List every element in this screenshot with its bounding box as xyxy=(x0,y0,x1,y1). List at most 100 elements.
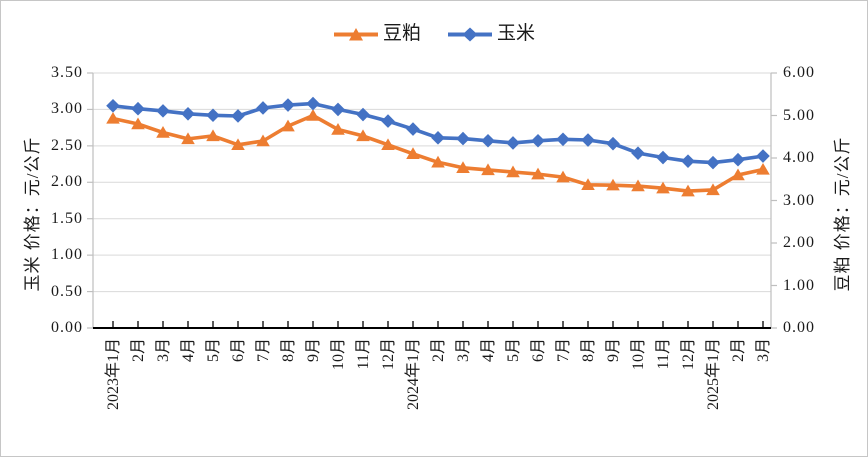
x-axis-label: 6月 xyxy=(529,338,547,363)
data-point-marker[interactable] xyxy=(656,181,670,194)
x-axis-label: 5月 xyxy=(204,338,222,363)
legend-label-soybean-meal: 豆粕 xyxy=(382,23,421,44)
data-point-marker[interactable] xyxy=(231,138,245,151)
x-axis-label: 3月 xyxy=(754,338,772,363)
data-point-marker[interactable] xyxy=(506,165,520,178)
data-point-marker[interactable] xyxy=(531,167,545,180)
data-point-marker[interactable] xyxy=(581,178,595,190)
data-point-marker[interactable] xyxy=(306,109,320,121)
data-point-marker[interactable] xyxy=(456,161,470,173)
data-point-marker[interactable] xyxy=(406,122,420,136)
data-point-marker[interactable] xyxy=(281,98,295,112)
data-point-marker[interactable] xyxy=(156,126,170,138)
data-point-marker[interactable] xyxy=(256,134,270,147)
data-point-marker[interactable] xyxy=(656,150,670,165)
data-point-marker[interactable] xyxy=(731,168,745,181)
x-axis-label: 12月 xyxy=(679,338,697,371)
corn-legend-marker xyxy=(448,27,492,41)
data-point-marker[interactable] xyxy=(231,109,245,123)
right-axis-tick-label: 5.00 xyxy=(783,106,815,124)
data-point-marker[interactable] xyxy=(731,152,745,167)
left-axis-tick-label: 0.00 xyxy=(51,319,83,336)
x-axis-label: 5月 xyxy=(504,338,522,363)
x-axis-label: 9月 xyxy=(304,338,322,363)
data-point-marker[interactable] xyxy=(131,117,145,130)
legend-item-corn[interactable]: 玉米 xyxy=(447,23,535,45)
legend-item-soybean-meal[interactable]: 豆粕 xyxy=(333,23,421,45)
x-axis-label: 8月 xyxy=(579,338,597,363)
data-point-marker[interactable] xyxy=(331,102,345,117)
data-point-marker[interactable] xyxy=(406,147,420,159)
left-axis-tick-label: 2.50 xyxy=(51,136,83,154)
data-point-marker[interactable] xyxy=(106,111,120,124)
data-point-marker[interactable] xyxy=(481,163,495,176)
x-axis-label: 10月 xyxy=(329,338,347,371)
data-point-marker[interactable] xyxy=(756,162,770,175)
data-point-marker[interactable] xyxy=(256,101,270,115)
x-axis-label: 7月 xyxy=(254,338,272,363)
data-point-marker[interactable] xyxy=(756,149,770,163)
data-point-marker[interactable] xyxy=(456,131,470,146)
left-axis-tick-label: 1.00 xyxy=(51,246,83,264)
data-point-marker[interactable] xyxy=(331,123,345,135)
data-point-marker[interactable] xyxy=(631,146,645,160)
data-point-marker[interactable] xyxy=(181,107,195,121)
x-axis-label: 11月 xyxy=(354,338,372,370)
data-point-marker[interactable] xyxy=(431,131,445,145)
x-axis-label: 2月 xyxy=(129,338,147,363)
data-point-marker[interactable] xyxy=(506,136,520,150)
data-point-marker[interactable] xyxy=(706,155,720,170)
x-axis-label: 2月 xyxy=(729,338,747,363)
x-axis-label: 3月 xyxy=(454,338,472,363)
data-point-marker[interactable] xyxy=(706,183,720,196)
data-point-marker[interactable] xyxy=(156,104,170,118)
data-point-marker[interactable] xyxy=(681,154,695,168)
data-point-marker[interactable] xyxy=(356,129,370,142)
data-point-marker[interactable] xyxy=(181,132,195,145)
left-axis-tick-label: 2.00 xyxy=(51,173,83,191)
legend: 豆粕 玉米 xyxy=(1,23,867,45)
data-point-marker[interactable] xyxy=(556,170,570,183)
x-axis-label: 7月 xyxy=(554,338,572,363)
x-axis-label: 9月 xyxy=(604,338,622,363)
left-axis-tick-label: 3.50 xyxy=(51,64,83,81)
data-point-marker[interactable] xyxy=(381,114,395,128)
x-axis-label: 4月 xyxy=(479,338,497,363)
data-point-marker[interactable] xyxy=(281,119,295,132)
data-point-marker[interactable] xyxy=(431,155,445,168)
data-point-marker[interactable] xyxy=(581,133,595,147)
data-point-marker[interactable] xyxy=(306,96,320,111)
right-axis-tick-label: 0.00 xyxy=(783,319,815,336)
left-axis-tick-label: 1.50 xyxy=(51,209,83,227)
data-point-marker[interactable] xyxy=(556,132,570,147)
x-axis-label: 12月 xyxy=(379,338,397,371)
data-point-marker[interactable] xyxy=(606,178,620,191)
data-point-marker[interactable] xyxy=(131,101,145,116)
x-axis-label: 8月 xyxy=(279,338,297,363)
left-axis-tick-label: 3.00 xyxy=(51,100,83,118)
soybean-meal-legend-marker xyxy=(333,27,378,40)
x-axis-label: 10月 xyxy=(629,338,647,371)
x-axis-label: 6月 xyxy=(229,338,247,363)
x-axis-label: 2025年1月 xyxy=(704,338,722,411)
x-axis-label: 2024年1月 xyxy=(404,338,422,411)
right-axis-tick-label: 1.00 xyxy=(783,276,815,294)
data-point-marker[interactable] xyxy=(381,138,395,151)
data-point-marker[interactable] xyxy=(606,136,620,151)
data-point-marker[interactable] xyxy=(206,129,220,142)
data-point-marker[interactable] xyxy=(481,133,495,148)
x-axis-label: 3月 xyxy=(154,338,172,363)
data-point-marker[interactable] xyxy=(206,108,220,123)
data-point-marker[interactable] xyxy=(106,98,120,113)
right-axis-tick-label: 3.00 xyxy=(783,191,815,209)
x-axis-label: 2月 xyxy=(429,338,447,363)
legend-label-corn: 玉米 xyxy=(497,23,536,44)
right-axis-tick-label: 6.00 xyxy=(783,64,815,81)
x-axis-label: 2023年1月 xyxy=(104,338,122,411)
data-point-marker[interactable] xyxy=(681,184,695,197)
data-point-marker[interactable] xyxy=(531,133,545,148)
data-point-marker[interactable] xyxy=(631,179,645,192)
data-point-marker[interactable] xyxy=(356,107,370,122)
